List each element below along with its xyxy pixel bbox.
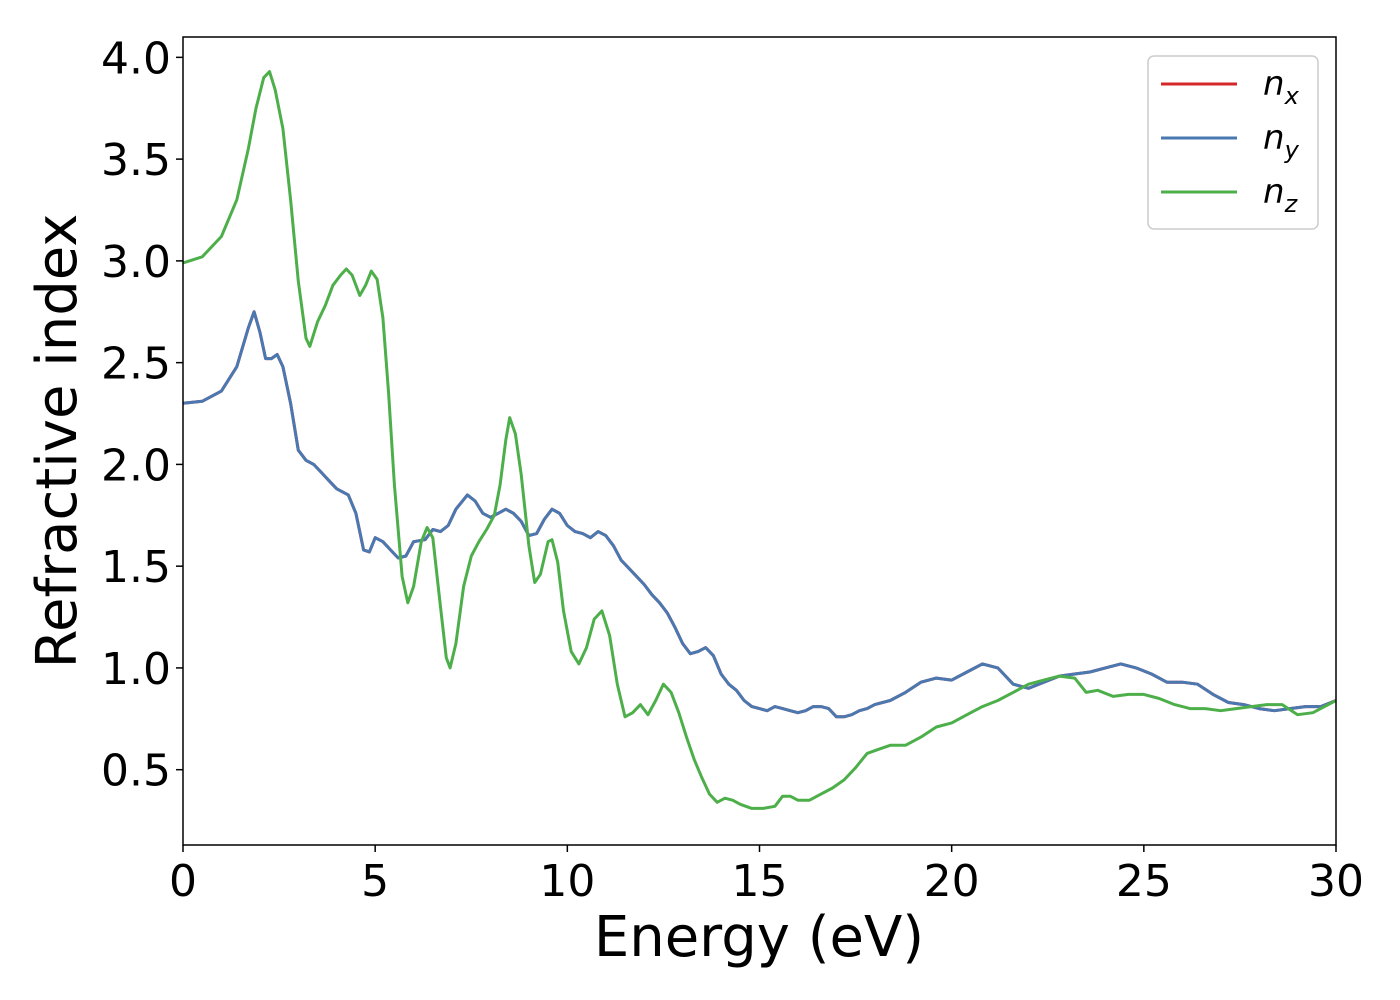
y-tick-label: 2.0 [101,440,171,491]
legend-box [1147,55,1319,230]
x-tick-label: 25 [1116,856,1172,907]
x-axis-ticks: 0 5 10 15 20 25 30 [169,845,1364,907]
series-line-ny [182,310,1337,719]
y-tick-label: 1.0 [101,644,171,695]
legend-label-nx: nx [1263,64,1300,110]
legend-entries: nx ny nz [1161,64,1300,218]
y-tick-label: 1.5 [101,542,171,593]
series-line-nz [182,70,1337,810]
legend: nx ny nz [1147,55,1319,230]
y-axis-title: Refractive index [25,214,90,669]
x-tick-label: 0 [169,856,197,907]
x-axis-title: Energy (eV) [594,905,924,970]
y-tick-label: 0.5 [101,746,171,797]
y-tick-label: 2.5 [101,339,171,390]
x-tick-label: 30 [1308,856,1364,907]
x-tick-label: 5 [361,856,389,907]
x-tick-label: 10 [539,856,595,907]
legend-label-ny: ny [1263,118,1300,164]
y-axis-ticks: 0.5 1.0 1.5 2.0 2.5 3.0 3.5 4.0 [101,33,183,797]
y-tick-label: 3.5 [101,135,171,186]
series-layer [182,70,1337,810]
y-tick-label: 3.0 [101,237,171,288]
x-tick-label: 20 [924,856,980,907]
legend-label-nz: nz [1263,172,1299,218]
y-tick-label: 4.0 [101,33,171,84]
x-tick-label: 15 [732,856,788,907]
